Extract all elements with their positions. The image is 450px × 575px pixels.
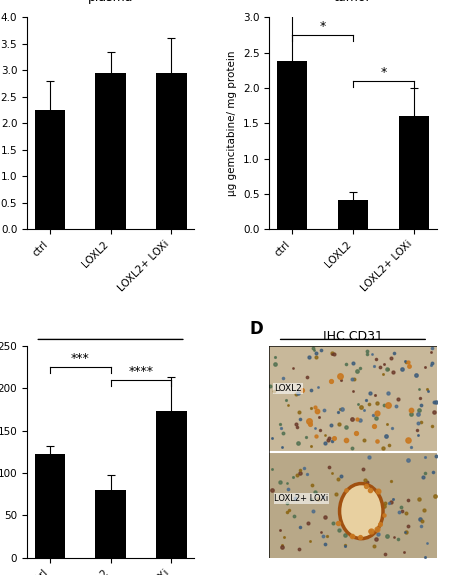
Text: *: * — [320, 20, 326, 33]
Text: gemcitabine (40 mg/kg): gemcitabine (40 mg/kg) — [48, 352, 173, 363]
Bar — [35, 454, 65, 558]
Text: LOXL2: LOXL2 — [274, 384, 302, 393]
Bar — [35, 110, 65, 229]
Bar — [270, 452, 436, 558]
Text: ****: **** — [128, 365, 153, 378]
Circle shape — [340, 484, 383, 539]
Bar — [95, 73, 126, 229]
Title: tumor: tumor — [334, 0, 372, 3]
Bar — [277, 61, 307, 229]
Title: plasma: plasma — [88, 0, 133, 3]
Y-axis label: µg gemcitabine/ mg protein: µg gemcitabine/ mg protein — [227, 51, 238, 196]
Bar — [156, 73, 187, 229]
Text: D: D — [249, 320, 263, 338]
Text: LOXL2+ LOXi: LOXL2+ LOXi — [274, 494, 328, 503]
Bar — [95, 490, 126, 558]
Bar — [338, 200, 368, 229]
Bar — [270, 346, 436, 452]
Bar — [399, 116, 429, 229]
Title: IHC CD31: IHC CD31 — [323, 330, 383, 343]
Text: ***: *** — [71, 352, 90, 365]
Bar — [156, 411, 187, 558]
Text: gemcitabine (40 mg/kg): gemcitabine (40 mg/kg) — [290, 352, 416, 363]
Text: *: * — [380, 66, 387, 79]
